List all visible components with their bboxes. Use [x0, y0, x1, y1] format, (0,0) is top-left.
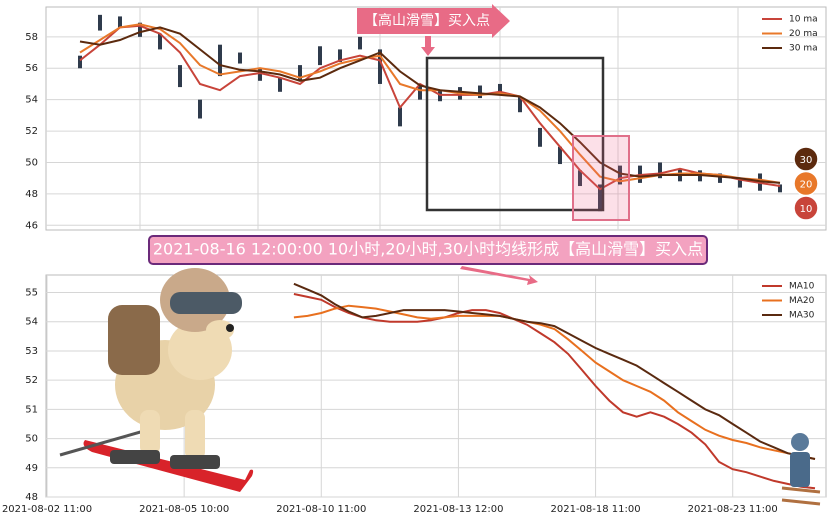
x-tick-label: 2021-08-13 12:00	[413, 504, 503, 515]
x-tick-label: 2021-08-05 10:00	[139, 504, 229, 515]
y-tick-label: 50	[25, 434, 38, 445]
y-tick-label: 52	[25, 126, 38, 137]
data-layer: 46 48 50 52 54 56 58 10 ma 20 ma 30 ma 30 20 10 48 49 5…	[2, 14, 826, 515]
y-tick-label: 55	[25, 288, 38, 299]
y-tick-label: 49	[25, 463, 38, 474]
candle	[238, 52, 242, 64]
candle	[318, 46, 322, 66]
signal-box	[572, 135, 630, 221]
legend-label: 20 ma	[789, 29, 818, 39]
down-arrow	[421, 36, 435, 56]
x-tick-label: 2021-08-02 11:00	[2, 504, 92, 515]
candle	[578, 170, 582, 187]
candle	[158, 33, 162, 50]
y-tick-label: 46	[25, 220, 38, 231]
plot-frame	[45, 6, 827, 231]
candle	[498, 83, 502, 95]
candle	[278, 77, 282, 92]
candle	[778, 184, 782, 193]
candle	[378, 49, 382, 84]
banner-text: 2021-08-16 12:00:00 10小时,20小时,30小时均线形成【高…	[153, 240, 703, 259]
candle	[618, 165, 622, 185]
banner-arrow	[460, 266, 538, 285]
candle	[598, 184, 602, 212]
y-tick-label: 53	[25, 346, 38, 357]
ma-line	[79, 26, 781, 184]
candle	[358, 36, 362, 50]
skier-icon	[781, 433, 821, 506]
dog-illustration	[59, 268, 254, 492]
candle	[518, 96, 522, 113]
v-grid	[139, 7, 739, 230]
candle	[78, 55, 82, 69]
ma-line	[293, 304, 816, 460]
y-tick-label: 50	[25, 157, 38, 168]
candle	[118, 16, 122, 28]
candle	[718, 173, 722, 183]
candle	[198, 99, 202, 119]
candle	[138, 22, 142, 37]
ma-line	[293, 282, 816, 460]
y-tick-label: 48	[25, 492, 38, 503]
banner	[148, 235, 708, 265]
candle	[398, 107, 402, 127]
y-tick-label: 54	[25, 317, 38, 328]
candle	[558, 146, 562, 165]
legend-label: MA20	[789, 296, 815, 306]
y-tick-label: 48	[25, 189, 38, 200]
candle	[738, 178, 742, 188]
legend-label: MA30	[789, 311, 815, 321]
candle	[338, 49, 342, 62]
y-tick-label: 54	[25, 95, 38, 106]
candle	[178, 65, 182, 88]
x-tick-label: 2021-08-10 11:00	[276, 504, 366, 515]
legend-label: MA10	[789, 282, 815, 292]
candle	[418, 83, 422, 100]
legend-label: 30 ma	[789, 44, 818, 54]
ma-badge-label: 30	[800, 155, 813, 166]
ma-badge-label: 20	[800, 180, 813, 191]
y-tick-label: 52	[25, 375, 38, 386]
y-tick-label: 51	[25, 404, 38, 415]
y-tick-label: 56	[25, 63, 38, 74]
candle	[98, 14, 102, 31]
legend-label: 10 ma	[789, 15, 818, 25]
y-tick-label: 58	[25, 32, 38, 43]
annotation-arrow	[357, 4, 510, 38]
x-tick-label: 2021-08-23 11:00	[688, 504, 778, 515]
ma-badge-label: 10	[800, 204, 813, 215]
highlight-box	[425, 56, 605, 212]
candle	[298, 65, 302, 81]
annotation: 【高山滑雪】买入点	[364, 12, 490, 29]
ma-badge	[793, 195, 819, 221]
ma-line	[293, 293, 816, 490]
candle	[258, 68, 262, 81]
x-tick-label: 2021-08-18 11:00	[551, 504, 641, 515]
candle	[658, 162, 662, 179]
candle	[478, 85, 482, 99]
candle	[218, 44, 222, 77]
candle	[538, 127, 542, 147]
